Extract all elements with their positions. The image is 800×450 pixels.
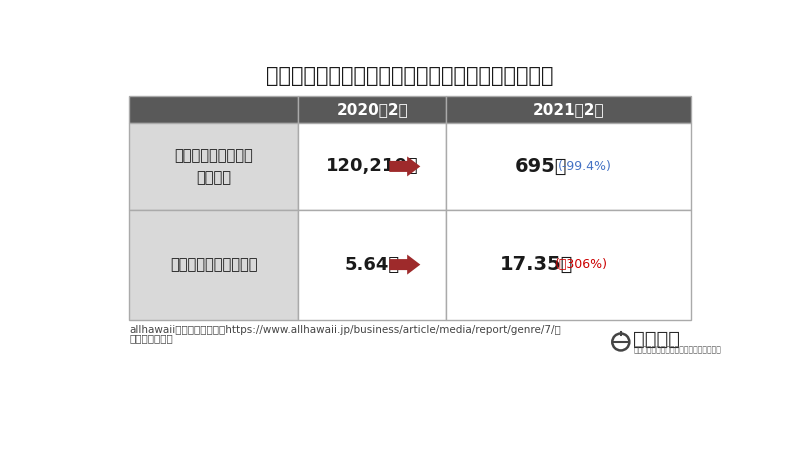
- Bar: [298, 96, 446, 123]
- Text: (＋306%): (＋306%): [554, 258, 607, 271]
- Text: より編集部作成: より編集部作成: [130, 333, 173, 343]
- Text: 日本からハワイへの
渡航者数: 日本からハワイへの 渡航者数: [174, 148, 253, 185]
- Bar: [298, 123, 446, 210]
- Polygon shape: [390, 255, 420, 274]
- Polygon shape: [390, 157, 420, 176]
- Text: 国内最大級のインバウンドニュースサイト: 国内最大級のインバウンドニュースサイト: [634, 345, 721, 354]
- Text: 17.35日: 17.35日: [500, 255, 574, 274]
- Text: 695人: 695人: [515, 157, 567, 176]
- Bar: [130, 210, 298, 320]
- Text: 5.64日: 5.64日: [345, 256, 400, 274]
- Text: 訪日ラボ: 訪日ラボ: [634, 330, 680, 349]
- Bar: [446, 96, 690, 123]
- Bar: [446, 123, 690, 210]
- Bar: [130, 123, 298, 210]
- Text: allhawaii：ハワイの統計〈https://www.allhawaii.jp/business/article/media/report/genre/7/: allhawaii：ハワイの統計〈https://www.allhawaii.j…: [130, 325, 562, 335]
- Bar: [446, 210, 690, 320]
- Bar: [298, 210, 446, 320]
- Text: (-99.4%): (-99.4%): [558, 160, 612, 173]
- Text: 120,210人: 120,210人: [326, 158, 418, 176]
- Bar: [130, 96, 298, 123]
- Text: 2020年2月: 2020年2月: [336, 102, 408, 117]
- Text: 日本人の平均滞在日数: 日本人の平均滞在日数: [170, 257, 258, 272]
- Text: 2021年2月: 2021年2月: [533, 102, 604, 117]
- Text: 日本からハワイへの渡航者数・平均滞在日数の変化: 日本からハワイへの渡航者数・平均滞在日数の変化: [266, 66, 554, 86]
